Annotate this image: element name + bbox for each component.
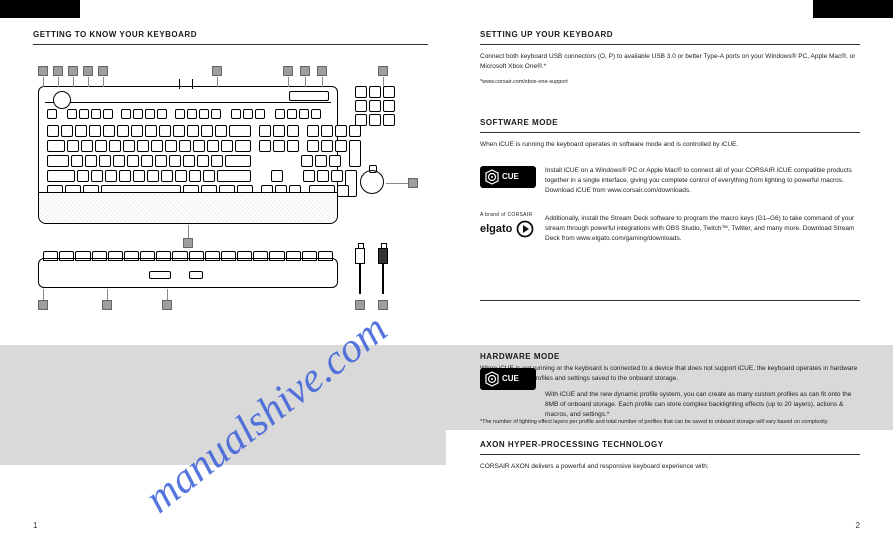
- callout-K: [162, 300, 172, 310]
- keyboard-rear-view: [38, 258, 338, 288]
- callout-G: [283, 66, 293, 76]
- keycap-puller: [360, 170, 384, 194]
- setup-title: SETTING UP YOUR KEYBOARD: [480, 30, 613, 39]
- icue2-body: With iCUE and the new dynamic profile sy…: [545, 390, 860, 419]
- hardware-body: When iCUE is not running or the keyboard…: [480, 364, 860, 384]
- hardware-title: HARDWARE MODE: [480, 352, 560, 361]
- usb-cable-2: [378, 248, 388, 294]
- page-num-left: 1: [33, 521, 37, 530]
- left-title-rule: [33, 44, 428, 45]
- page-margin-left: [0, 0, 80, 18]
- elgato-badge: elgato: [480, 220, 534, 238]
- callout-L: [183, 238, 193, 248]
- callout-C: [68, 66, 78, 76]
- callout-P: [378, 300, 388, 310]
- page-margin-right: [813, 0, 893, 18]
- callout-B: [53, 66, 63, 76]
- svg-text:CUE: CUE: [502, 374, 520, 383]
- icue-badge-1: CUE: [480, 166, 536, 188]
- callout-O: [355, 300, 365, 310]
- elgato-body: Additionally, install the Stream Deck so…: [545, 214, 860, 243]
- callout-N: [408, 178, 418, 188]
- callout-J: [102, 300, 112, 310]
- setup-body: Connect both keyboard USB connectors (O,…: [480, 52, 860, 72]
- callout-I: [317, 66, 327, 76]
- callout-M: [378, 66, 388, 76]
- icue-body: Install iCUE on a Windows® PC or Apple M…: [545, 166, 860, 195]
- software-rule: [480, 132, 860, 133]
- callout-F: [212, 66, 222, 76]
- usb-cable-1: [355, 248, 365, 294]
- callout-H: [300, 66, 310, 76]
- page-num-right: 2: [856, 521, 860, 530]
- callout-E: [98, 66, 108, 76]
- callout-back-1: [38, 300, 48, 310]
- elgato-tag: A brand of CORSAIR: [480, 212, 532, 220]
- software-body: When iCUE is running the keyboard operat…: [480, 140, 860, 150]
- axon-title: AXON HYPER-PROCESSING TECHNOLOGY: [480, 440, 664, 449]
- axon-rule: [480, 454, 860, 455]
- icue2-note: *The number of lighting effect layers pe…: [480, 418, 860, 426]
- software-end-rule: [480, 300, 860, 301]
- left-section-title: GETTING TO KNOW YOUR KEYBOARD: [33, 30, 197, 39]
- callout-A: [38, 66, 48, 76]
- software-title: SOFTWARE MODE: [480, 118, 558, 127]
- svg-text:CUE: CUE: [502, 172, 520, 181]
- axon-body: CORSAIR AXON delivers a powerful and res…: [480, 462, 860, 472]
- icue-badge-2: CUE: [480, 368, 536, 390]
- keycap-set: [355, 86, 395, 122]
- setup-rule: [480, 44, 860, 45]
- setup-note: *www.corsair.com/xbox-one-support: [480, 78, 860, 86]
- left-gray-box: [0, 345, 446, 465]
- palm-rest: [38, 192, 338, 224]
- elgato-name: elgato: [480, 223, 512, 235]
- callout-D: [83, 66, 93, 76]
